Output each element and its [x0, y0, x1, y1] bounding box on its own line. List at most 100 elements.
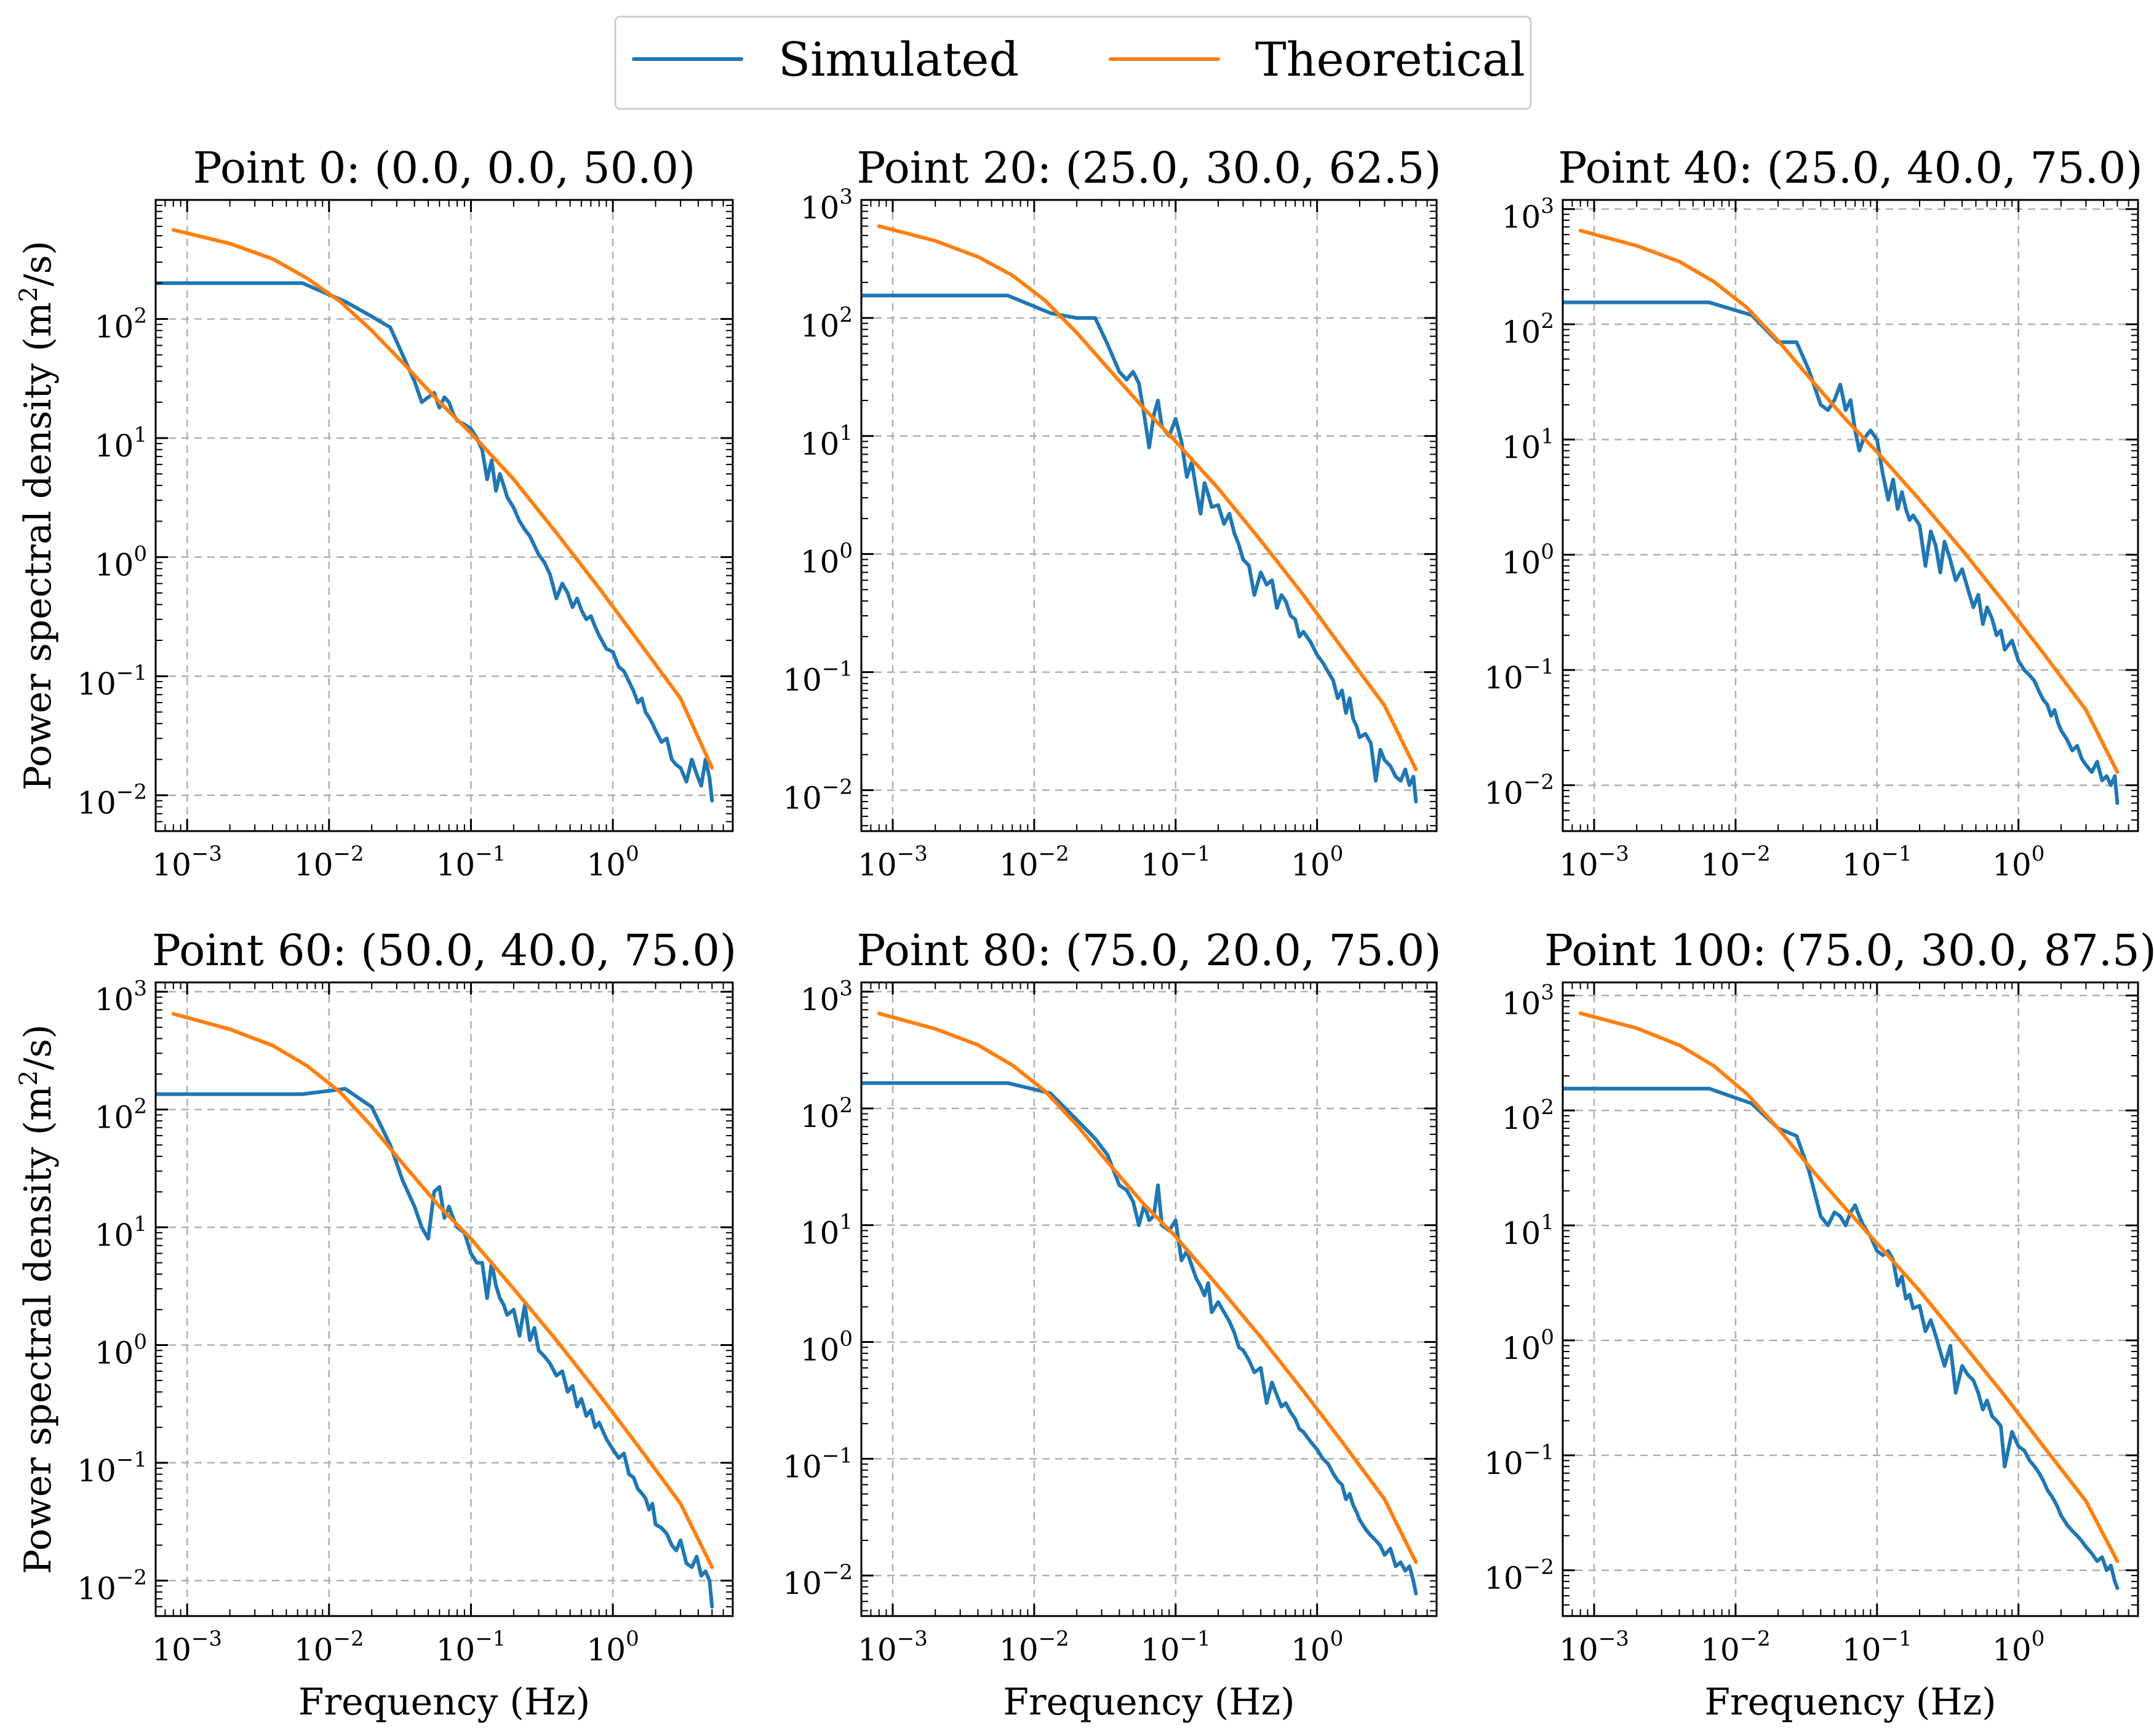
- x-tick-label: 10−1: [1141, 1627, 1211, 1668]
- axes-frame: [1562, 199, 2139, 832]
- y-tick-label: 10−1: [783, 1443, 853, 1484]
- x-tick-label: 10−2: [294, 1627, 364, 1668]
- y-tick-label: 10−1: [77, 1447, 147, 1489]
- x-tick-label: 100: [1291, 1627, 1343, 1668]
- y-tick-label: 10−2: [783, 1560, 853, 1601]
- tick-marks: [861, 982, 1437, 1616]
- subplot-3: Point 60: (50.0, 40.0, 75.0)10−3 10−2 10−1…: [15, 925, 736, 1724]
- y-tick-label: 10−2: [783, 774, 853, 816]
- tick-marks: [861, 199, 1437, 831]
- y-tick-label: 102: [800, 303, 853, 344]
- axes-frame: [1562, 981, 2139, 1617]
- x-tick-label: 10−3: [152, 842, 222, 883]
- subplot-4: Point 80: (75.0, 20.0, 75.0)10−3 10−2 10−1…: [783, 925, 1441, 1724]
- x-tick-label: 100: [586, 1627, 639, 1668]
- y-tick-label: 103: [800, 185, 853, 226]
- subplot-title: Point 60: (50.0, 40.0, 75.0): [152, 925, 736, 976]
- y-tick-label: 10−1: [783, 657, 853, 698]
- y-tick-label: 100: [95, 1329, 147, 1371]
- x-axis-label: Frequency (Hz): [1003, 1681, 1294, 1724]
- y-tick-label: 101: [95, 1212, 147, 1253]
- y-tick-label: 100: [1502, 540, 1554, 581]
- x-tick-label: 10−2: [1701, 1627, 1771, 1668]
- x-tick-label: 10−1: [1842, 842, 1912, 883]
- y-tick-label: 100: [800, 1327, 853, 1368]
- y-tick-label: 103: [800, 976, 853, 1017]
- subplot-title: Point 20: (25.0, 30.0, 62.5): [856, 143, 1441, 193]
- y-tick-label: 101: [800, 421, 853, 462]
- y-tick-label: 100: [1502, 1325, 1554, 1366]
- subplot-title: Point 80: (75.0, 20.0, 75.0): [856, 925, 1441, 976]
- subplot-2: Point 40: (25.0, 40.0, 75.0)10−3 10−2 10−1…: [1484, 143, 2142, 883]
- x-tick-label: 10−1: [1141, 842, 1211, 883]
- y-tick-label: 101: [95, 423, 147, 464]
- y-tick-label: 10−2: [77, 1565, 147, 1606]
- y-tick-label: 101: [1502, 1210, 1554, 1251]
- x-tick-label: 10−3: [152, 1627, 222, 1668]
- series-line-simulated: [861, 293, 1418, 804]
- y-tick-label: 102: [800, 1093, 853, 1134]
- y-axis-label: Power spectral density (m2/s): [15, 1024, 60, 1574]
- series-line-theoretical: [171, 228, 714, 770]
- legend-label-simulated: Simulated: [778, 32, 1019, 87]
- legend: Simulated Theoretical: [614, 15, 1532, 110]
- axes-frame: [154, 199, 734, 832]
- series-group: [861, 224, 1418, 804]
- series-line-theoretical: [171, 1012, 714, 1569]
- subplot-title: Point 100: (75.0, 30.0, 87.5): [1544, 925, 2154, 976]
- y-tick-label: 10−1: [1484, 1440, 1554, 1481]
- x-axis-label: Frequency (Hz): [1704, 1681, 1996, 1724]
- x-tick-label: 10−2: [999, 842, 1069, 883]
- axes-frame: [154, 981, 734, 1617]
- y-tick-label: 10−2: [1484, 1555, 1554, 1596]
- x-tick-label: 10−2: [1701, 842, 1771, 883]
- series-group: [861, 1011, 1418, 1596]
- tick-marks: [155, 199, 733, 832]
- y-tick-label: 102: [95, 304, 147, 345]
- axes-frame: [860, 981, 1438, 1617]
- subplot-5: Point 100: (75.0, 30.0, 87.5)10−3 10−2 10−…: [1484, 925, 2154, 1724]
- y-tick-label: 103: [1502, 980, 1554, 1021]
- y-tick-label: 10−1: [1484, 655, 1554, 696]
- y-tick-label: 101: [1502, 424, 1554, 465]
- subplot-1: Point 20: (25.0, 30.0, 62.5)10−3 10−2 10−1…: [783, 143, 1441, 883]
- tick-marks: [155, 982, 733, 1617]
- y-tick-label: 101: [800, 1210, 853, 1251]
- series-line-simulated: [156, 281, 714, 803]
- y-tick-label: 10−2: [77, 780, 147, 821]
- x-tick-label: 10−3: [1559, 842, 1629, 883]
- grid: [1563, 200, 2138, 831]
- x-axis-label: Frequency (Hz): [298, 1681, 590, 1724]
- y-tick-label: 100: [800, 539, 853, 580]
- x-tick-label: 10−3: [1559, 1627, 1629, 1668]
- series-group: [1563, 228, 2120, 805]
- subplot-grid: Point 0: (0.0, 0.0, 50.0)10−3 10−2 10−1 100…: [15, 143, 2154, 1724]
- x-tick-label: 10−3: [858, 842, 928, 883]
- y-tick-label: 100: [95, 542, 147, 583]
- series-group: [156, 1012, 714, 1609]
- y-tick-label: 10−1: [77, 661, 147, 702]
- tick-marks: [1562, 982, 2139, 1617]
- x-tick-label: 10−2: [999, 1627, 1069, 1668]
- legend-frame: [614, 15, 1532, 110]
- subplot-title: Point 40: (25.0, 40.0, 75.0): [1558, 143, 2142, 193]
- y-tick-label: 103: [1502, 194, 1554, 235]
- y-tick-label: 10−2: [1484, 770, 1554, 811]
- series-line-simulated: [1563, 300, 2120, 805]
- legend-label-theoretical: Theoretical: [1255, 32, 1525, 87]
- subplot-0: Point 0: (0.0, 0.0, 50.0)10−3 10−2 10−1 100…: [15, 143, 734, 883]
- x-tick-label: 100: [1992, 1627, 2044, 1668]
- y-tick-label: 102: [95, 1094, 147, 1136]
- x-tick-label: 100: [586, 842, 639, 883]
- y-tick-label: 102: [1502, 1095, 1554, 1136]
- x-tick-label: 10−2: [294, 842, 364, 883]
- series-line-theoretical: [877, 1011, 1418, 1564]
- x-tick-label: 100: [1291, 842, 1343, 883]
- series-line-simulated: [861, 1081, 1418, 1596]
- x-tick-label: 100: [1992, 842, 2044, 883]
- y-tick-label: 103: [95, 976, 147, 1017]
- subplot-title: Point 0: (0.0, 0.0, 50.0): [193, 143, 696, 193]
